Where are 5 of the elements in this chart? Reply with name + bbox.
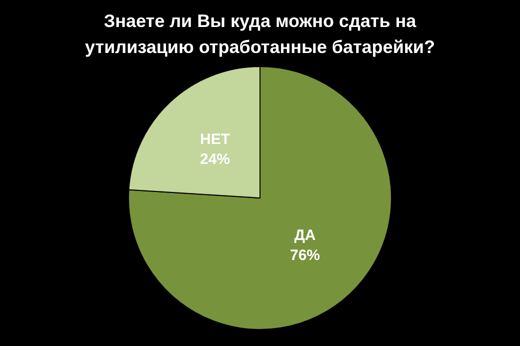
chart-title: Знаете ли Вы куда можно сдать на утилизацию отработанные батарейки? [84,10,436,59]
data-label: 76% [290,247,320,264]
slice-label: НЕТ [200,131,230,148]
data-label: 24% [200,151,230,168]
slice-label: ДА [294,227,316,244]
